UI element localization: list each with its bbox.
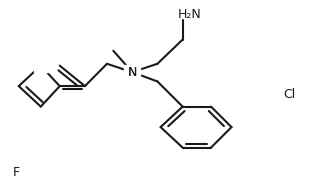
Text: N: N [128,66,137,79]
Bar [124,65,140,80]
Text: F: F [12,166,19,179]
Text: H₂N: H₂N [178,8,202,21]
Text: N: N [128,66,137,79]
Text: Cl: Cl [284,88,296,101]
Bar [34,59,48,72]
